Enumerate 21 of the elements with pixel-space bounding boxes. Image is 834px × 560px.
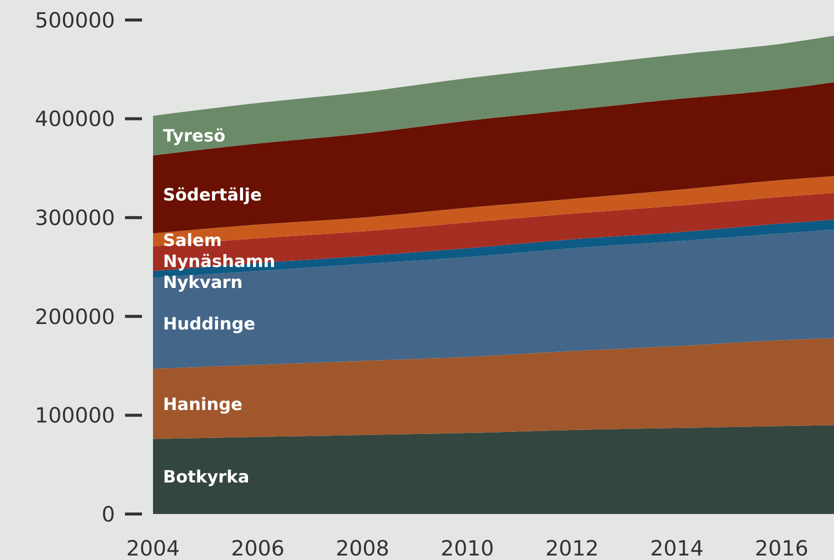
x-tick-label: 2004 [126,536,180,560]
x-tick-label: 2014 [650,536,704,560]
series-label: Nykvarn [163,272,243,293]
y-tick-label: 400000 [34,107,115,132]
series-label: Huddinge [163,314,256,334]
y-tick-label: 0 [102,502,115,526]
y-tick-label: 100000 [34,404,115,428]
y-tick-label: 200000 [34,304,115,329]
series-label: Salem [163,230,222,251]
y-tick-label: 300000 [34,206,115,230]
x-tick-label: 2016 [754,536,808,560]
series-label: Haninge [163,394,242,415]
series-label: Tyresö [163,126,226,147]
x-tick-label: 2008 [336,536,390,560]
series-label: Botkyrka [163,467,250,488]
x-tick-label: 2010 [440,536,494,560]
y-tick-label: 500000 [34,8,115,32]
x-tick-label: 2012 [545,536,599,560]
x-tick-label: 2006 [231,536,284,560]
series-label: Nynäshamn [163,252,276,272]
series-label: Södertälje [163,185,262,206]
